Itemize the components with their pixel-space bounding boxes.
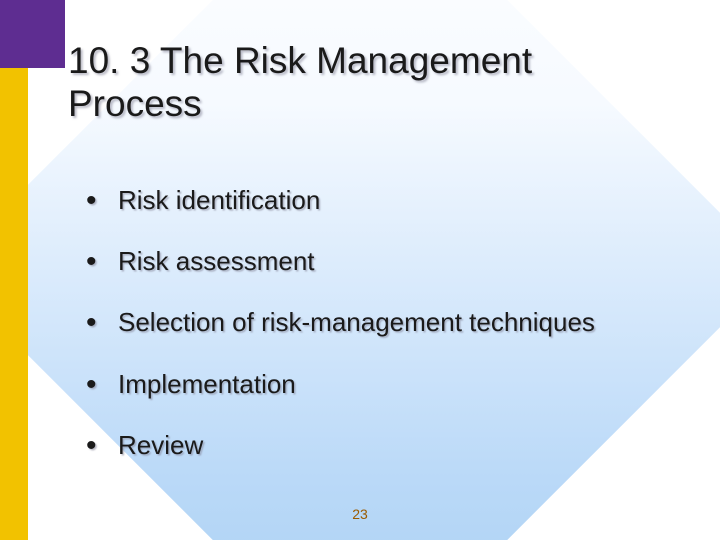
- bullet-item: Risk assessment: [86, 246, 696, 277]
- bullet-item: Selection of risk-management techniques: [86, 307, 696, 338]
- slide-title: 10. 3 The Risk Management Process: [68, 40, 668, 125]
- bullet-item: Risk identification: [86, 185, 696, 216]
- bullet-item: Review: [86, 430, 696, 461]
- bullet-list: Risk identification Risk assessment Sele…: [86, 185, 696, 491]
- bullet-item: Implementation: [86, 369, 696, 400]
- page-number: 23: [0, 506, 720, 522]
- slide-content: 10. 3 The Risk Management Process Risk i…: [0, 0, 720, 540]
